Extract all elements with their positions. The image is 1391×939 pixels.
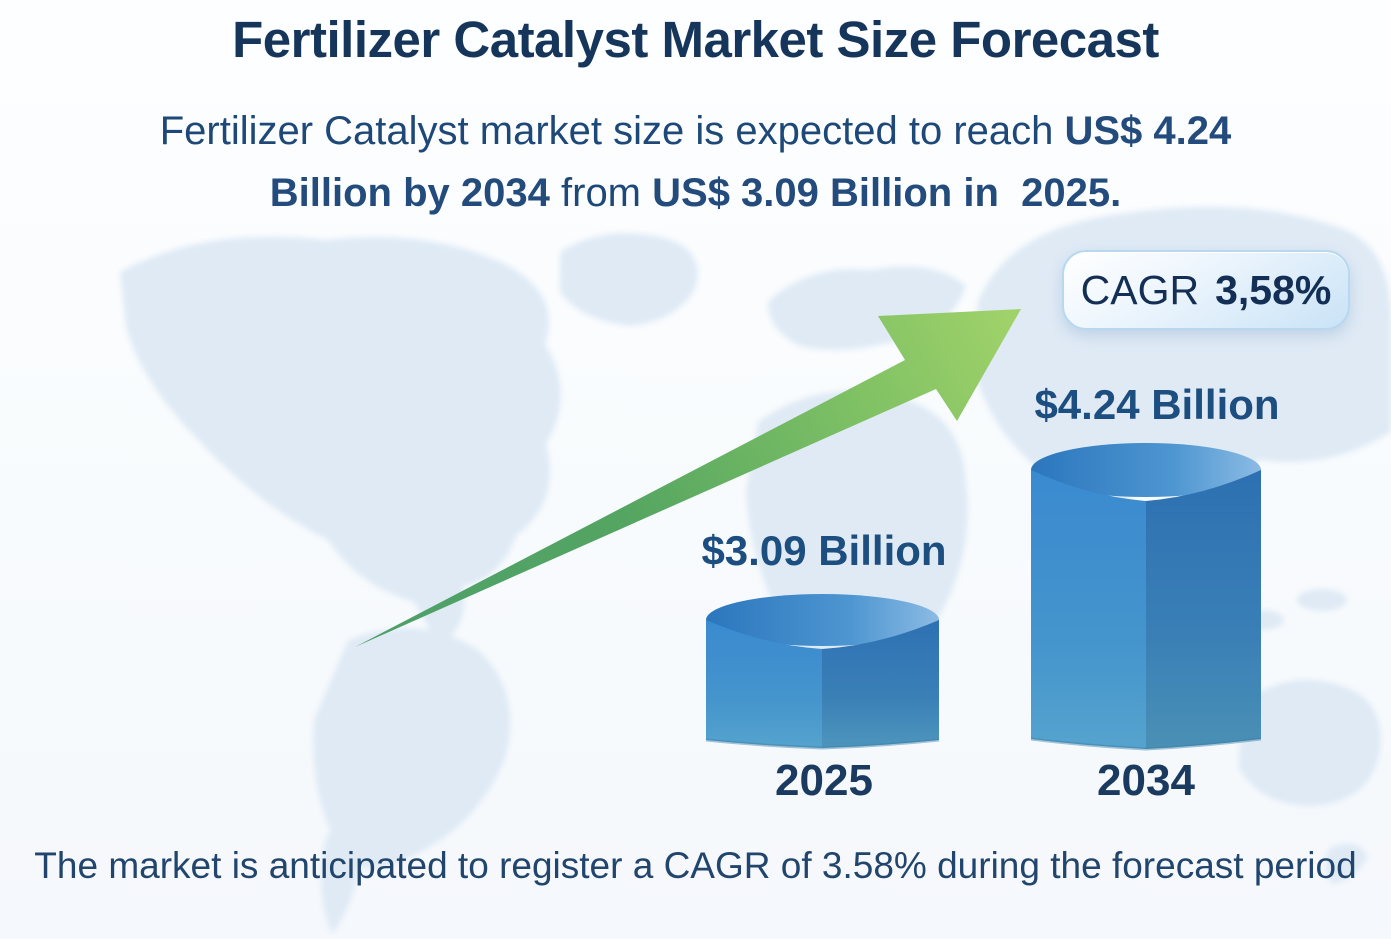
cagr-badge: CAGR 3,58% [1062,250,1350,330]
cagr-value: 3,58% [1215,266,1332,313]
page-title: Fertilizer Catalyst Market Size Forecast [232,11,1159,68]
subtitle-highlight-2034-value: US$ 4.24 [1064,109,1232,153]
bar-cylinder-2025 [705,594,940,750]
bar-value-label-2034: $4.24 Billion [1034,381,1280,428]
subtitle: Fertilizer Catalyst market size is expec… [0,100,1391,224]
subtitle-highlight-2025-value: US$ 3.09 Billion in 2025. [652,171,1122,215]
subtitle-text-2: from [549,171,653,215]
subtitle-line-2: Billion by 2034 from US$ 3.09 Billion in… [0,162,1391,224]
cagr-label: CAGR [1080,266,1200,313]
subtitle-line-1: Fertilizer Catalyst market size is expec… [0,100,1391,162]
bar-category-2034: 2034 [1097,756,1195,805]
bar-category-2025: 2025 [775,756,873,805]
bar-value-label-2025: $3.09 Billion [701,527,947,574]
subtitle-highlight-year: Billion by 2034 [269,171,550,215]
footer-note: The market is anticipated to register a … [34,845,1357,886]
bar-cylinder-2034 [1030,443,1262,751]
subtitle-text: Fertilizer Catalyst market size is expec… [159,109,1065,153]
